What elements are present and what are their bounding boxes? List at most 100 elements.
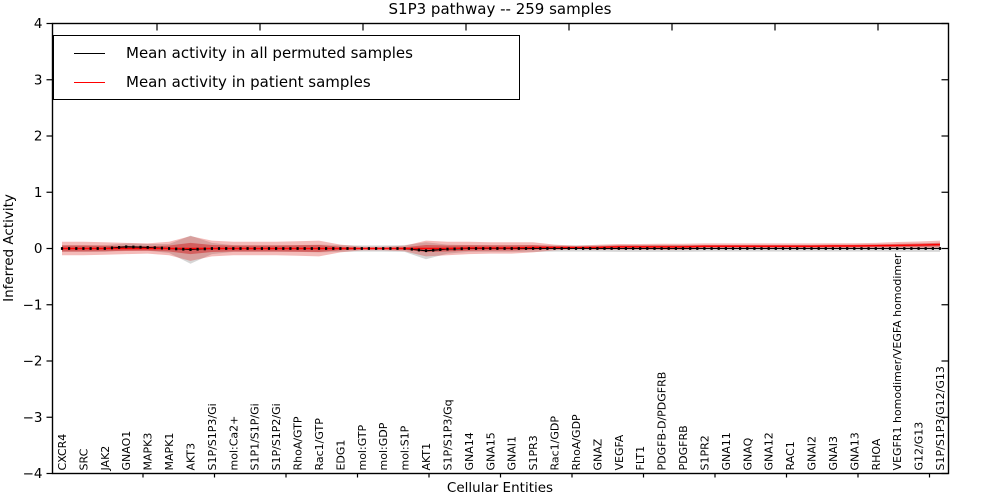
marker-point — [453, 247, 456, 251]
marker-point — [532, 247, 535, 250]
x-tick-label: Rac1/GDP — [549, 416, 562, 471]
marker-point — [910, 247, 913, 250]
x-tick-label: MAPK1 — [163, 433, 176, 471]
marker-point — [703, 247, 706, 250]
marker-point — [596, 247, 599, 250]
y-tick-label: −3 — [23, 410, 43, 426]
marker-point — [639, 247, 642, 250]
marker-point — [853, 247, 856, 250]
marker-point — [931, 247, 934, 250]
marker-point — [888, 247, 892, 250]
marker-point — [510, 247, 513, 250]
marker-point — [125, 245, 128, 249]
x-tick-label: RHOA — [870, 438, 883, 470]
marker-point — [810, 247, 813, 250]
x-tick-label: GNAI1 — [506, 436, 519, 471]
x-axis-label: Cellular Entities — [446, 480, 554, 496]
marker-point — [175, 247, 178, 251]
marker-point — [696, 247, 699, 250]
x-tick-label: RAC1 — [784, 441, 797, 470]
legend-label-patient: Mean activity in patient samples — [126, 72, 371, 91]
marker-point — [574, 247, 578, 250]
x-tick-label: FLT1 — [634, 446, 647, 471]
marker-point — [474, 247, 478, 250]
marker-point — [496, 247, 499, 250]
marker-point — [360, 247, 363, 250]
marker-point — [210, 247, 213, 250]
marker-point — [653, 247, 656, 250]
marker-point — [731, 247, 735, 250]
marker-point — [332, 247, 335, 250]
marker-point — [82, 247, 85, 250]
marker-point — [710, 247, 713, 250]
x-tick-label: GNA13 — [848, 432, 861, 470]
marker-point — [482, 247, 485, 250]
marker-point — [839, 247, 842, 250]
marker-point — [539, 247, 542, 250]
marker-point — [132, 245, 135, 249]
x-tick-label: GNA12 — [763, 432, 776, 470]
marker-point — [760, 247, 763, 250]
marker-point — [289, 247, 292, 250]
marker-point — [267, 247, 271, 250]
marker-point — [217, 247, 221, 250]
marker-point — [546, 247, 549, 250]
marker-point — [303, 247, 306, 250]
marker-point — [396, 247, 399, 250]
y-tick-label: 1 — [34, 185, 43, 201]
x-tick-label: MAPK3 — [142, 433, 155, 471]
marker-point — [896, 247, 899, 250]
x-tick-label: G12/G13 — [913, 422, 926, 471]
marker-point — [817, 247, 820, 250]
legend-line-sample-red — [74, 81, 105, 83]
y-tick-label: 3 — [34, 72, 43, 88]
marker-point — [881, 247, 884, 250]
marker-point — [310, 247, 313, 250]
marker-point — [567, 247, 570, 250]
x-tick-label: GNA15 — [484, 432, 497, 470]
marker-point — [75, 247, 78, 250]
x-tick-label: mol:GTP — [356, 424, 369, 470]
marker-point — [353, 247, 356, 250]
marker-point — [867, 247, 870, 250]
y-tick-label: 2 — [34, 129, 43, 145]
y-tick-label: 4 — [34, 16, 43, 32]
marker-point — [860, 247, 863, 250]
marker-point — [196, 247, 199, 251]
x-tick-label: S1P/S1P3/Gq — [441, 399, 454, 470]
marker-point — [282, 247, 285, 250]
marker-point — [632, 247, 635, 250]
marker-point — [225, 247, 228, 250]
marker-point — [846, 247, 849, 250]
y-tick-label: −4 — [23, 466, 43, 482]
marker-point — [874, 247, 877, 250]
marker-point — [460, 247, 463, 251]
marker-point — [746, 247, 749, 250]
marker-point — [417, 248, 420, 252]
marker-point — [110, 246, 114, 250]
marker-point — [153, 246, 156, 250]
x-tick-label: PDGFRB — [677, 425, 690, 470]
x-tick-label: RhoA/GTP — [292, 416, 305, 470]
marker-point — [489, 247, 492, 250]
marker-point — [681, 247, 685, 250]
x-tick-label: Rac1/GTP — [313, 418, 326, 471]
marker-point — [146, 246, 149, 249]
marker-point — [610, 247, 613, 250]
marker-point — [375, 247, 378, 250]
marker-point — [410, 247, 413, 251]
marker-point — [660, 247, 663, 250]
patient-mean-line — [62, 243, 941, 250]
marker-point — [938, 247, 942, 250]
marker-point — [582, 247, 585, 250]
marker-point — [903, 247, 906, 250]
x-tick-label: GNAQ — [741, 437, 754, 470]
marker-point — [560, 247, 563, 250]
marker-point — [325, 247, 328, 250]
marker-point — [503, 247, 506, 250]
marker-point — [246, 247, 249, 250]
y-tick-label: 0 — [34, 241, 43, 257]
marker-point — [767, 247, 770, 250]
marker-point — [553, 247, 556, 250]
